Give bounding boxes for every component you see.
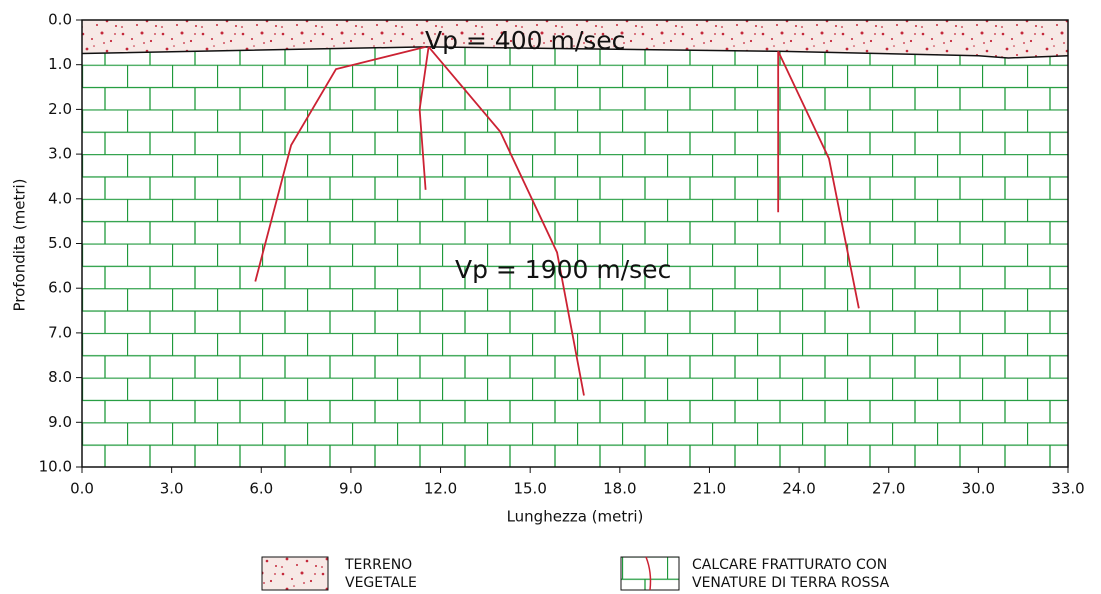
x-tick-label: 33.0	[1051, 480, 1084, 498]
x-axis-label: Lunghezza (metri)	[507, 508, 644, 526]
y-tick-label: 4.0	[48, 189, 72, 207]
x-tick-label: 27.0	[872, 480, 905, 498]
fracture-line	[777, 50, 860, 309]
x-tick-label: 0.0	[70, 480, 94, 498]
y-tick-label: 2.0	[48, 100, 72, 118]
fracture-line	[254, 45, 426, 282]
legend: TERRENO VEGETALE CALCARE FRATTURATO CON …	[261, 556, 890, 591]
x-tick-label: 6.0	[249, 480, 273, 498]
y-tick-label: 8.0	[48, 368, 72, 386]
annotation: Vp = 400 m/sec	[425, 26, 625, 55]
x-tick-label: 21.0	[693, 480, 726, 498]
x-tick-label: 9.0	[339, 480, 363, 498]
y-tick-label: 3.0	[48, 145, 72, 163]
x-tick-label: 24.0	[782, 480, 815, 498]
y-tick-label: 10.0	[39, 458, 72, 476]
fracture-line	[427, 46, 585, 396]
y-tick-label: 0.0	[48, 11, 72, 29]
fracture-line	[418, 46, 430, 190]
legend-label: TERRENO	[344, 557, 412, 573]
y-tick-label: 5.0	[48, 234, 72, 252]
legend-label: VEGETALE	[345, 575, 417, 591]
layer-boundary	[81, 46, 1069, 59]
x-tick-label: 12.0	[424, 480, 457, 498]
annotation: Vp = 1900 m/sec	[455, 255, 671, 284]
legend-label: VENATURE DI TERRA ROSSA	[692, 575, 890, 591]
x-tick-label: 3.0	[160, 480, 184, 498]
plot: 0.0 3.0 6.0 9.0 12.0 15.0 18.0 21.0 24.0 27.0 30.0…	[39, 11, 1085, 498]
y-tick-label: 1.0	[48, 55, 72, 73]
x-tick-label: 15.0	[513, 480, 546, 498]
x-tick-label: 30.0	[962, 480, 995, 498]
y-tick-label: 9.0	[48, 413, 72, 431]
y-axis-label: Profondita (metri)	[11, 178, 29, 311]
y-tick-label: 6.0	[48, 279, 72, 297]
x-tick-label: 18.0	[603, 480, 636, 498]
y-tick-label: 7.0	[48, 323, 72, 341]
legend-swatch-vein	[645, 556, 652, 591]
legend-label: CALCARE FRATTURATO CON	[692, 557, 887, 573]
legend-swatch	[261, 556, 329, 591]
rock-fill	[82, 46, 1068, 467]
